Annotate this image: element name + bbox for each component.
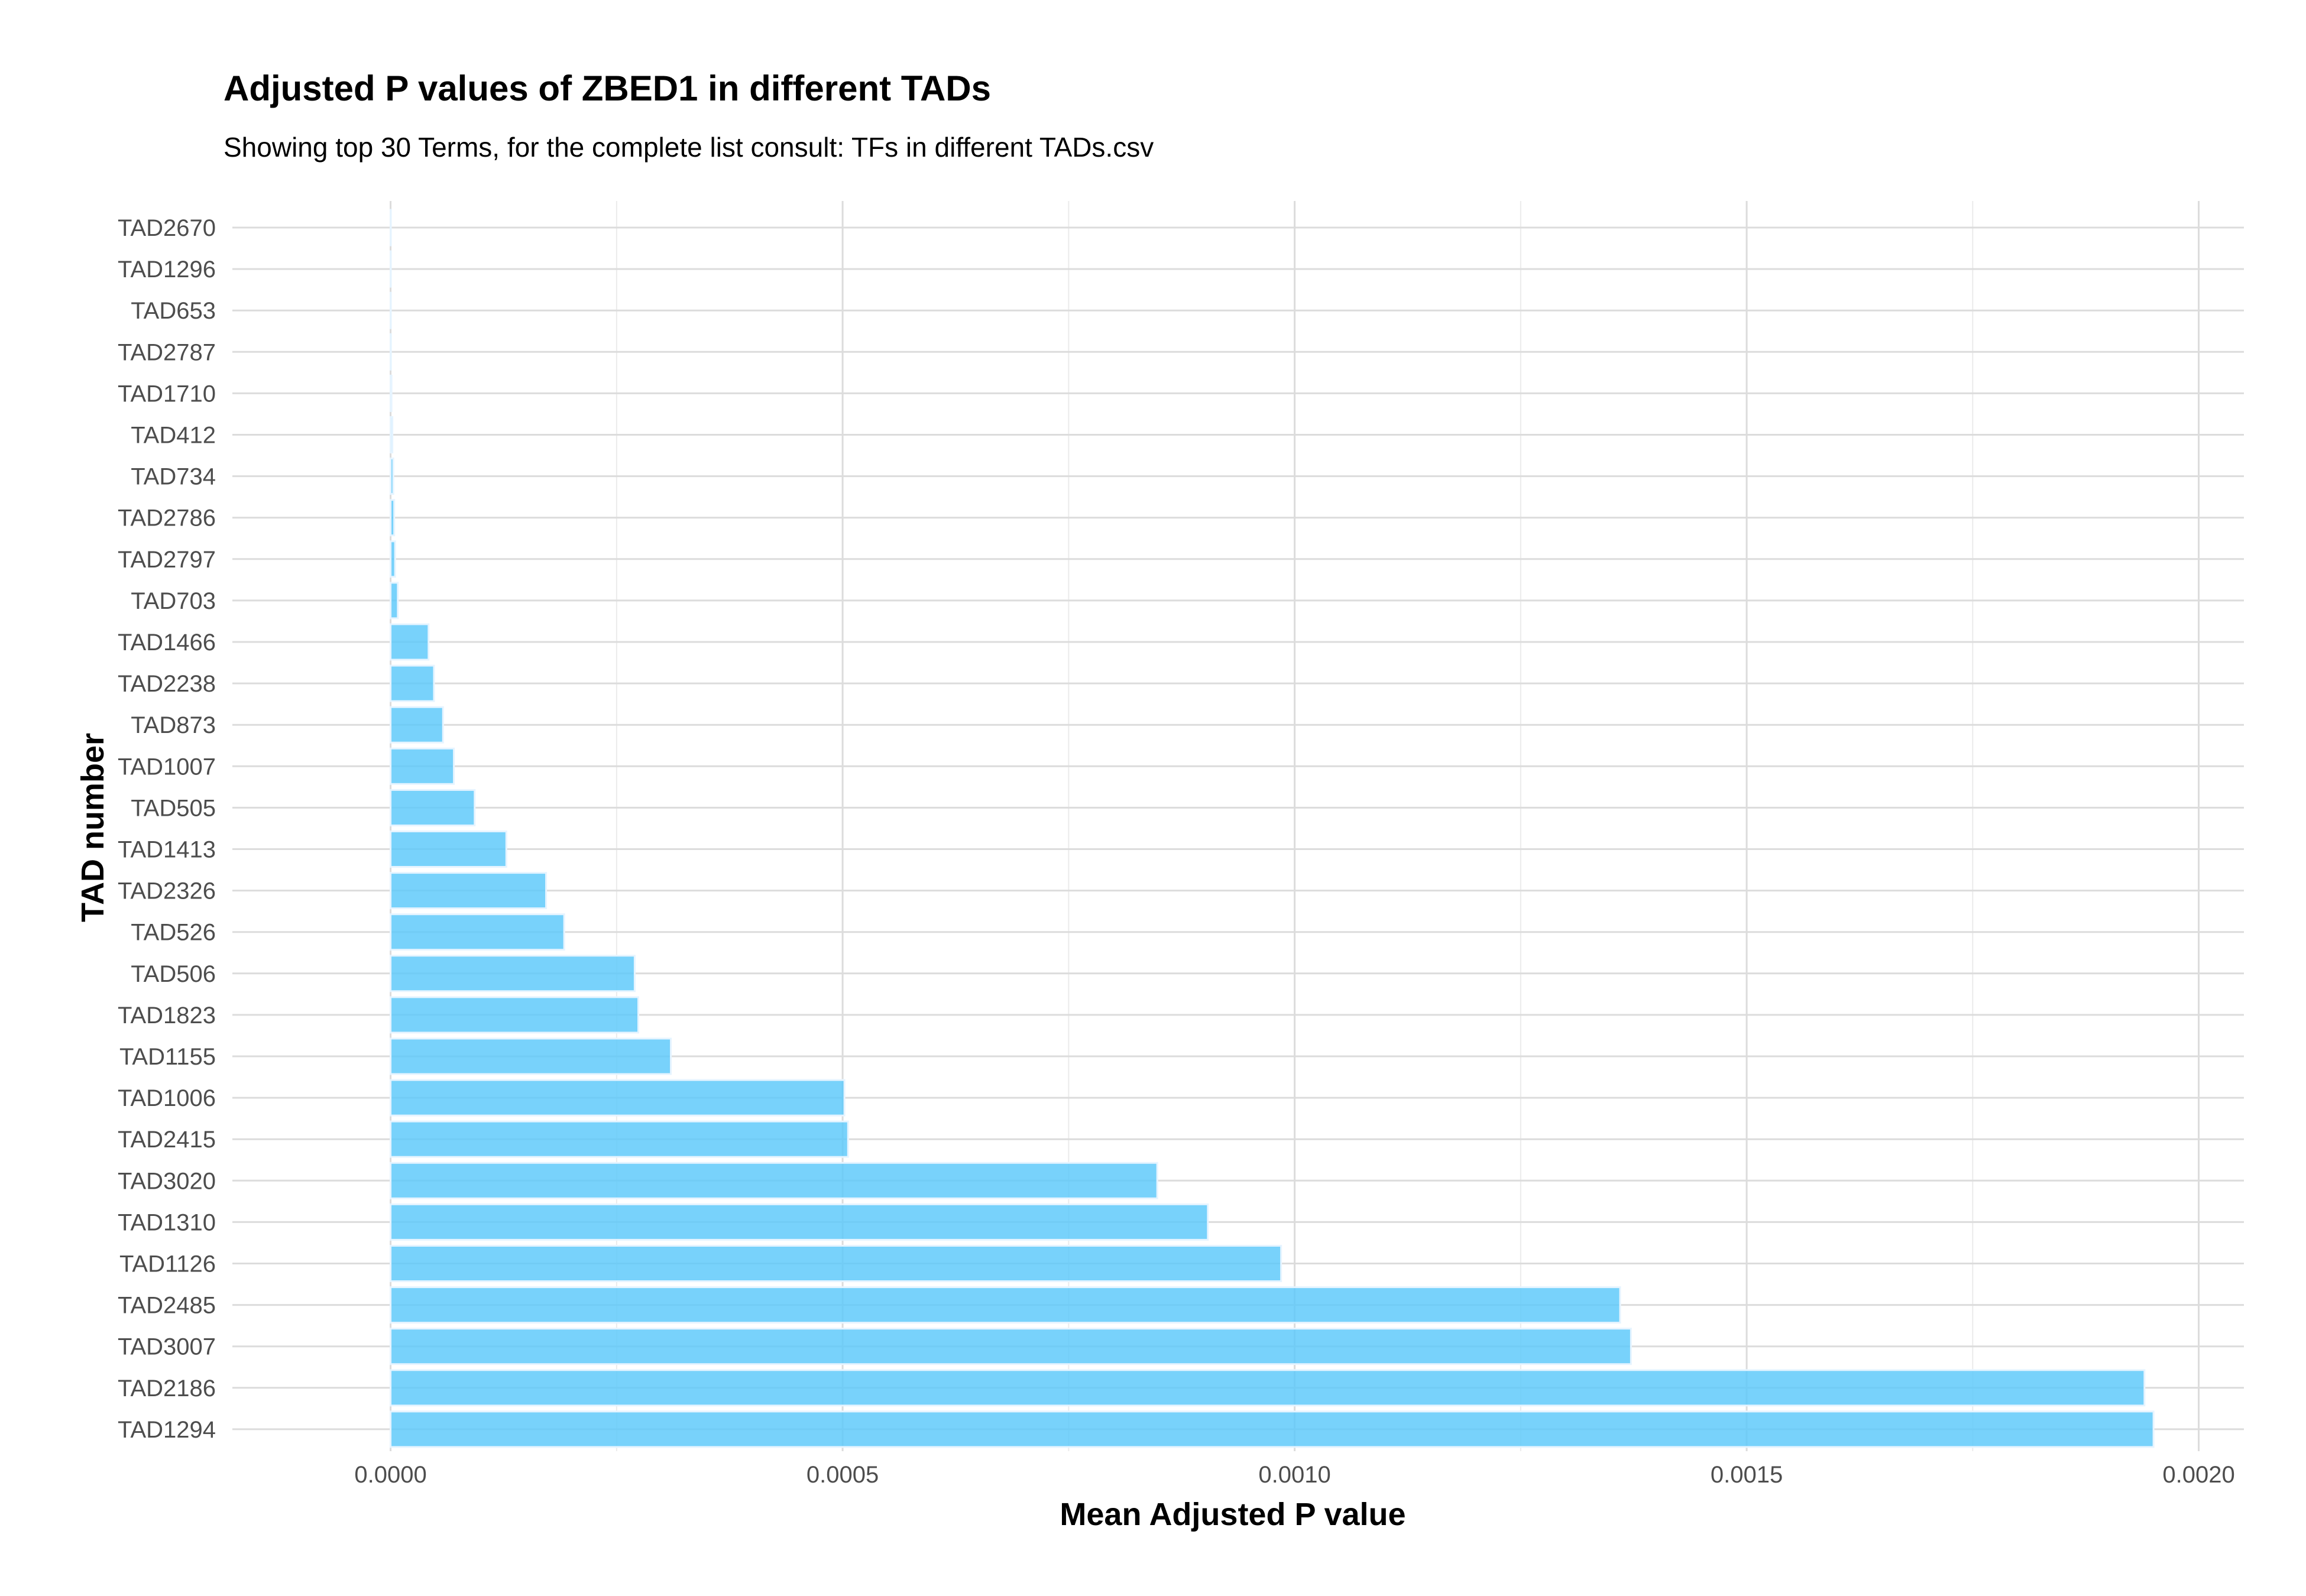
bar-tad1823 (390, 996, 640, 1034)
bar-tad1413 (390, 831, 507, 868)
x-tick-label: 0.0000 (354, 1462, 426, 1488)
y-tick-label: TAD2670 (118, 215, 216, 241)
bar-tad1007 (390, 747, 455, 785)
x-tick-label: 0.0010 (1258, 1462, 1330, 1488)
bar-tad505 (390, 789, 476, 826)
y-tick-label: TAD3007 (118, 1334, 216, 1360)
bars (390, 209, 2155, 1448)
y-tick-label: TAD2797 (118, 547, 216, 573)
x-tick-label: 0.0020 (2162, 1462, 2234, 1488)
bar-tad2797 (390, 540, 396, 578)
x-tick-labels: 0.0000 0.0005 0.0010 0.0015 0.0020 (354, 1462, 2234, 1488)
y-tick-label: TAD1823 (118, 1003, 216, 1029)
bar-tad3020 (390, 1162, 1158, 1199)
bar-tad734 (390, 458, 394, 495)
y-tick-label: TAD873 (131, 712, 216, 738)
bar-tad703 (390, 582, 399, 619)
bar-tad1710 (390, 374, 393, 412)
bar-tad1310 (390, 1203, 1209, 1241)
y-tick-label: TAD526 (131, 920, 216, 946)
y-tick-label: TAD1006 (118, 1085, 216, 1111)
y-tick-label: TAD2326 (118, 878, 216, 904)
y-tick-label: TAD734 (131, 464, 216, 490)
y-tick-label: TAD703 (131, 588, 216, 614)
y-tick-label: TAD3020 (118, 1168, 216, 1194)
y-tick-label: TAD1155 (119, 1044, 216, 1070)
y-tick-label: TAD412 (131, 423, 216, 449)
y-tick-labels: TAD2670 TAD1296 TAD653 TAD2787 TAD1710 TAD412… (118, 215, 216, 1443)
y-tick-label: TAD2415 (118, 1127, 216, 1153)
bar-tad2186 (390, 1369, 2146, 1407)
bar-tad1155 (390, 1037, 672, 1075)
bar-tad2415 (390, 1120, 849, 1158)
y-tick-label: TAD1126 (119, 1251, 216, 1277)
x-tick-label: 0.0015 (1711, 1462, 1783, 1488)
y-tick-label: TAD505 (131, 795, 216, 821)
y-axis-title: TAD number (75, 733, 111, 922)
y-tick-label: TAD2238 (118, 671, 216, 697)
y-tick-label: TAD2787 (118, 339, 216, 365)
y-tick-label: TAD2186 (118, 1376, 216, 1402)
bar-tad506 (390, 955, 636, 992)
y-tick-label: TAD653 (131, 298, 216, 324)
y-tick-label: TAD1310 (118, 1209, 216, 1235)
bar-tad2485 (390, 1286, 1621, 1324)
y-tick-label: TAD1296 (118, 257, 216, 283)
bar-tad873 (390, 706, 444, 744)
bar-tad1294 (390, 1410, 2155, 1448)
y-tick-label: TAD1710 (118, 381, 216, 407)
bar-tad2238 (390, 664, 435, 702)
x-tick-label: 0.0005 (807, 1462, 879, 1488)
bar-tad2786 (390, 499, 396, 537)
bar-tad1466 (390, 623, 430, 661)
x-axis-title: Mean Adjusted P value (1060, 1497, 1405, 1532)
y-tick-label: TAD1413 (118, 837, 216, 863)
chart-title: Adjusted P values of ZBED1 in different … (224, 69, 991, 108)
bar-tad1006 (390, 1079, 846, 1117)
bar-tad3007 (390, 1328, 1632, 1365)
chart-subtitle: Showing top 30 Terms, for the complete l… (224, 132, 1154, 163)
y-tick-label: TAD1294 (118, 1417, 216, 1443)
bar-tad2326 (390, 872, 548, 910)
y-tick-label: TAD1466 (118, 630, 216, 656)
y-tick-label: TAD506 (131, 961, 216, 987)
y-tick-label: TAD2485 (118, 1293, 216, 1319)
y-tick-label: TAD2786 (118, 505, 216, 531)
bar-tad412 (390, 416, 394, 453)
bar-tad1126 (390, 1245, 1282, 1282)
bar-tad526 (390, 913, 565, 951)
y-tick-label: TAD1007 (118, 754, 216, 780)
